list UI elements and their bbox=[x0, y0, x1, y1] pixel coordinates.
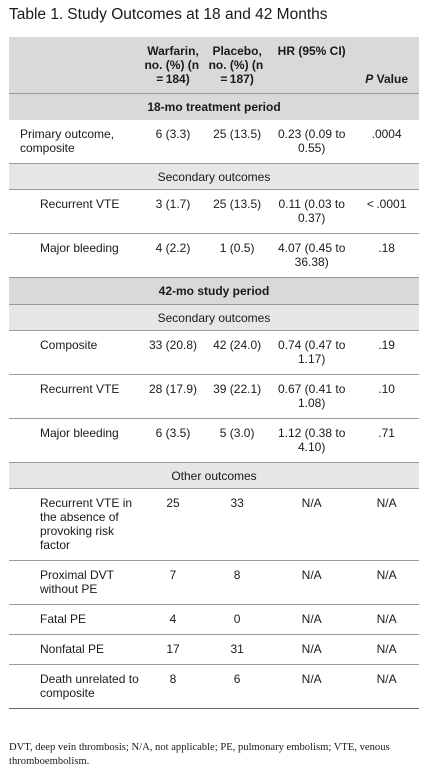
table-row: Major bleeding 4 (2.2) 1 (0.5) 4.07 (0.45 t… bbox=[9, 233, 419, 278]
cell-warfarin: 4 bbox=[140, 604, 206, 635]
cell-placebo: 25 (13.5) bbox=[205, 189, 270, 234]
cell-warfarin: 6 (3.3) bbox=[140, 120, 206, 164]
cell-hr: 0.23 (0.09 to 0.55) bbox=[269, 120, 355, 164]
cell-p-value: N/A bbox=[354, 634, 419, 665]
header-label-cell bbox=[9, 37, 141, 93]
cell-hr: 4.07 (0.45 to 36.38) bbox=[269, 233, 355, 278]
cell-placebo: 0 bbox=[205, 604, 270, 635]
cell-hr: N/A bbox=[269, 634, 355, 665]
table-row: Primary outcome, composite 6 (3.3) 25 (13.… bbox=[9, 120, 419, 164]
cell-placebo: 8 bbox=[205, 560, 270, 605]
row-label: Death unrelated to composite bbox=[9, 664, 141, 709]
cell-placebo: 33 bbox=[205, 488, 270, 561]
section-header-row: 42-mo study period bbox=[9, 277, 419, 305]
subsection-header-row: Secondary outcomes bbox=[9, 163, 419, 190]
cell-warfarin: 7 bbox=[140, 560, 206, 605]
cell-hr: 1.12 (0.38 to 4.10) bbox=[269, 418, 355, 463]
cell-warfarin: 33 (20.8) bbox=[140, 330, 206, 375]
row-label: Major bleeding bbox=[9, 418, 141, 463]
outcomes-table-body: Warfarin, no. (%) (n = 184) Placebo, no.… bbox=[9, 37, 419, 709]
cell-warfarin: 17 bbox=[140, 634, 206, 665]
cell-p-value: N/A bbox=[354, 488, 419, 561]
header-warfarin: Warfarin, no. (%) (n = 184) bbox=[140, 37, 206, 93]
section-title: 42-mo study period bbox=[9, 277, 419, 305]
cell-warfarin: 6 (3.5) bbox=[140, 418, 206, 463]
cell-p-value: < .0001 bbox=[354, 189, 419, 234]
cell-hr: N/A bbox=[269, 560, 355, 605]
cell-warfarin: 4 (2.2) bbox=[140, 233, 206, 278]
cell-placebo: 42 (24.0) bbox=[205, 330, 270, 375]
table-row: Recurrent VTE in the absence of provokin… bbox=[9, 488, 419, 561]
row-label: Nonfatal PE bbox=[9, 634, 141, 665]
table-row: Composite 33 (20.8) 42 (24.0) 0.74 (0.47 to… bbox=[9, 330, 419, 375]
cell-p-value: .18 bbox=[354, 233, 419, 278]
table-number: Table 1. bbox=[9, 6, 64, 23]
cell-placebo: 6 bbox=[205, 664, 270, 709]
table-row: Nonfatal PE 17 31 N/A N/A bbox=[9, 634, 419, 665]
header-hr: HR (95% CI) bbox=[269, 37, 355, 93]
section-title: 18-mo treatment period bbox=[9, 92, 419, 120]
table-header-row: Warfarin, no. (%) (n = 184) Placebo, no.… bbox=[9, 37, 419, 93]
row-label: Major bleeding bbox=[9, 233, 141, 278]
cell-placebo: 1 (0.5) bbox=[205, 233, 270, 278]
table-row: Recurrent VTE 28 (17.9) 39 (22.1) 0.67 (0.4… bbox=[9, 374, 419, 419]
cell-hr: N/A bbox=[269, 604, 355, 635]
cell-hr: 0.74 (0.47 to 1.17) bbox=[269, 330, 355, 375]
cell-warfarin: 25 bbox=[140, 488, 206, 561]
cell-hr: 0.11 (0.03 to 0.37) bbox=[269, 189, 355, 234]
cell-p-value: .10 bbox=[354, 374, 419, 419]
subsection-header-row: Other outcomes bbox=[9, 462, 419, 489]
table-row: Death unrelated to composite 8 6 N/A N/A bbox=[9, 664, 419, 709]
subsection-title: Secondary outcomes bbox=[9, 163, 419, 190]
cell-p-value: N/A bbox=[354, 664, 419, 709]
subsection-title: Other outcomes bbox=[9, 462, 419, 489]
cell-hr: N/A bbox=[269, 664, 355, 709]
header-p-rest: Value bbox=[373, 72, 408, 86]
cell-p-value: N/A bbox=[354, 560, 419, 605]
header-p-value: P Value bbox=[354, 37, 419, 93]
cell-hr: 0.67 (0.41 to 1.08) bbox=[269, 374, 355, 419]
table-footnote: DVT, deep vein thrombosis; N/A, not appl… bbox=[9, 742, 390, 767]
table-caption: Study Outcomes at 18 and 42 Months bbox=[67, 6, 328, 23]
cell-p-value: .19 bbox=[354, 330, 419, 375]
cell-hr: N/A bbox=[269, 488, 355, 561]
cell-warfarin: 3 (1.7) bbox=[140, 189, 206, 234]
table-row: Proximal DVT without PE 7 8 N/A N/A bbox=[9, 560, 419, 605]
row-label: Recurrent VTE bbox=[9, 374, 141, 419]
header-p-italic: P bbox=[365, 72, 374, 86]
cell-p-value: N/A bbox=[354, 604, 419, 635]
table-row: Major bleeding 6 (3.5) 5 (3.0) 1.12 (0.38 t… bbox=[9, 418, 419, 463]
section-header-row: 18-mo treatment period bbox=[9, 92, 419, 120]
cell-placebo: 39 (22.1) bbox=[205, 374, 270, 419]
cell-warfarin: 28 (17.9) bbox=[140, 374, 206, 419]
outcomes-table: Warfarin, no. (%) (n = 184) Placebo, no.… bbox=[9, 37, 419, 709]
subsection-title: Secondary outcomes bbox=[9, 304, 419, 331]
row-label: Recurrent VTE in the absence of provokin… bbox=[9, 488, 141, 561]
row-label: Composite bbox=[9, 330, 141, 375]
table-title: Table 1. Study Outcomes at 18 and 42 Mont… bbox=[9, 6, 328, 24]
header-placebo: Placebo, no. (%) (n = 187) bbox=[205, 37, 270, 93]
row-label: Proximal DVT without PE bbox=[9, 560, 141, 605]
row-label: Fatal PE bbox=[9, 604, 141, 635]
cell-placebo: 25 (13.5) bbox=[205, 120, 270, 164]
row-label: Primary outcome, composite bbox=[9, 120, 141, 164]
cell-p-value: .71 bbox=[354, 418, 419, 463]
cell-p-value: .0004 bbox=[354, 120, 419, 164]
subsection-header-row: Secondary outcomes bbox=[9, 304, 419, 331]
table-row: Recurrent VTE 3 (1.7) 25 (13.5) 0.11 (0.03 … bbox=[9, 189, 419, 234]
row-label: Recurrent VTE bbox=[9, 189, 141, 234]
cell-placebo: 5 (3.0) bbox=[205, 418, 270, 463]
cell-warfarin: 8 bbox=[140, 664, 206, 709]
cell-placebo: 31 bbox=[205, 634, 270, 665]
table-row: Fatal PE 4 0 N/A N/A bbox=[9, 604, 419, 635]
